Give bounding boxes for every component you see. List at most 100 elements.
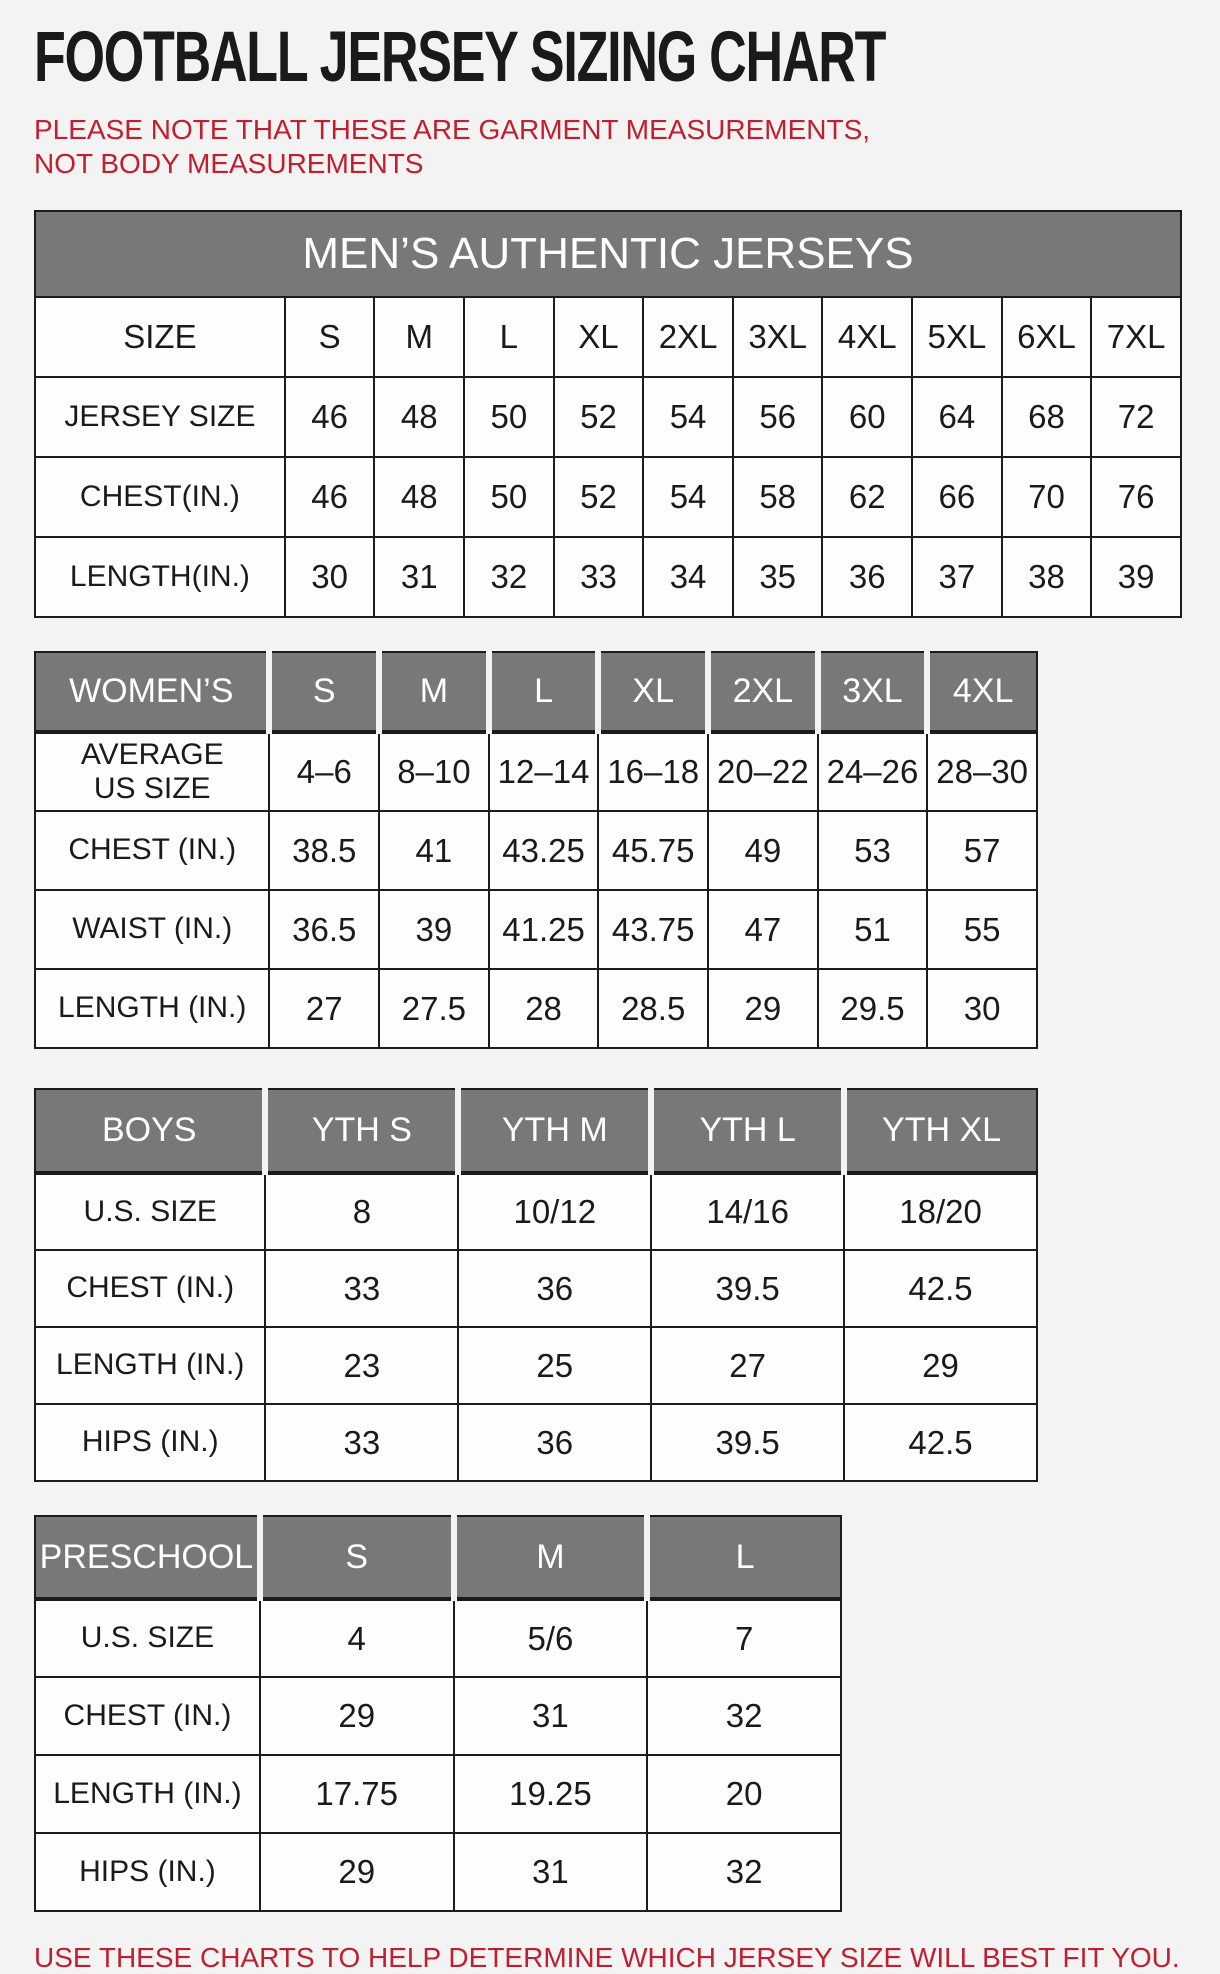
table-cell: 32 <box>646 1676 842 1757</box>
table-cell: 53 <box>816 810 929 892</box>
table-title: PRESCHOOL <box>34 1515 261 1602</box>
column-header: YTH L <box>648 1088 846 1176</box>
table-cell: 32 <box>463 536 555 619</box>
row-label: WAIST (IN.) <box>33 889 271 971</box>
table-cell: 35 <box>731 536 824 619</box>
column-header: S <box>266 651 381 735</box>
row-label: CHEST(IN.) <box>34 456 286 539</box>
column-header: 7XL <box>1090 296 1182 379</box>
column-header: YTH S <box>262 1088 460 1176</box>
table-cell: 12–14 <box>487 731 600 813</box>
table-cell: 46 <box>283 456 376 539</box>
row-label: AVERAGE US SIZE <box>33 731 271 813</box>
table-row: LENGTH(IN.) 30 31 32 33 34 35 36 37 38 39 <box>34 536 1182 619</box>
table-cell: 31 <box>452 1676 649 1757</box>
row-label: CHEST (IN.) <box>34 1676 261 1757</box>
table-cell: 39.5 <box>650 1403 846 1483</box>
column-header: 4XL <box>924 651 1038 735</box>
table-cell: 31 <box>452 1832 649 1913</box>
table-cell: 8 <box>264 1172 460 1252</box>
table-cell: 29 <box>843 1326 1038 1406</box>
column-header: YTH M <box>455 1088 653 1176</box>
table-cell: 25 <box>457 1326 653 1406</box>
row-label: CHEST (IN.) <box>33 1249 267 1329</box>
table-row: CHEST (IN.) 38.5 41 43.25 45.75 49 53 57 <box>33 810 1038 892</box>
table-cell: 28 <box>487 968 600 1050</box>
row-label: HIPS (IN.) <box>33 1403 267 1483</box>
table-row: AVERAGE US SIZE 4–6 8–10 12–14 16–18 20–22 24–… <box>33 731 1038 813</box>
table-cell: 33 <box>264 1403 460 1483</box>
table-row: LENGTH (IN.) 23 25 27 29 <box>33 1326 1038 1406</box>
table-cell: 27.5 <box>378 968 490 1050</box>
table-row: HIPS (IN.) 29 31 32 <box>34 1832 842 1913</box>
column-header: S <box>283 296 376 379</box>
table-cell: 45.75 <box>597 810 710 892</box>
table-cell: 56 <box>731 376 824 459</box>
row-label: LENGTH (IN.) <box>33 968 271 1050</box>
column-header: L <box>644 1515 842 1602</box>
table-cell: 30 <box>926 968 1038 1050</box>
table-cell: 39.5 <box>650 1249 846 1329</box>
table-cell: 36.5 <box>268 889 381 971</box>
table-cell: 41.25 <box>487 889 600 971</box>
table-cell: 16–18 <box>597 731 710 813</box>
column-header: 2XL <box>705 651 819 735</box>
table-cell: 18/20 <box>843 1172 1038 1252</box>
table-title: MEN’S AUTHENTIC JERSEYS <box>34 210 1182 299</box>
row-label: LENGTH (IN.) <box>34 1754 261 1835</box>
table-cell: 14/16 <box>650 1172 846 1252</box>
table-cell: 49 <box>707 810 819 892</box>
footer-note: USE THESE CHARTS TO HELP DETERMINE WHICH… <box>34 1942 1180 1974</box>
table-cell: 8–10 <box>378 731 490 813</box>
table-cell: 20–22 <box>707 731 819 813</box>
column-header: YTH XL <box>841 1088 1038 1176</box>
row-label: LENGTH (IN.) <box>33 1326 267 1406</box>
table-row: U.S. SIZE 8 10/12 14/16 18/20 <box>33 1172 1038 1252</box>
boys-sizing-table: BOYS YTH S YTH M YTH L YTH XL U.S. SIZE 8 10/12… <box>33 1088 1038 1483</box>
table-cell: 27 <box>650 1326 846 1406</box>
table-cell: 54 <box>642 376 734 459</box>
table-cell: 33 <box>264 1249 460 1329</box>
table-cell: 48 <box>373 456 466 539</box>
column-header: SIZE <box>34 296 286 379</box>
table-row: LENGTH (IN.) 17.75 19.25 20 <box>34 1754 842 1835</box>
table-cell: 66 <box>911 456 1003 539</box>
row-label: JERSEY SIZE <box>34 376 286 459</box>
table-row: LENGTH (IN.) 27 27.5 28 28.5 29 29.5 30 <box>33 968 1038 1050</box>
womens-sizing-table: WOMEN’S S M L XL 2XL 3XL 4XL AVERAGE US SIZE 4–6 8… <box>33 651 1038 1050</box>
column-header: XL <box>552 296 645 379</box>
table-cell: 29 <box>258 1676 455 1757</box>
table-cell: 55 <box>926 889 1038 971</box>
table-cell: 52 <box>552 376 645 459</box>
column-header: XL <box>595 651 710 735</box>
table-cell: 36 <box>457 1249 653 1329</box>
table-row: CHEST(IN.) 46 48 50 52 54 58 62 66 70 76 <box>34 456 1182 539</box>
table-cell: 30 <box>283 536 376 619</box>
table-cell: 29 <box>707 968 819 1050</box>
table-row: WAIST (IN.) 36.5 39 41.25 43.75 47 51 55 <box>33 889 1038 971</box>
column-header: M <box>373 296 466 379</box>
table-cell: 7 <box>646 1598 842 1679</box>
table-cell: 57 <box>926 810 1038 892</box>
row-label: LENGTH(IN.) <box>34 536 286 619</box>
table-cell: 50 <box>463 376 555 459</box>
column-header: 2XL <box>642 296 734 379</box>
table-cell: 60 <box>821 376 914 459</box>
column-header: M <box>450 1515 649 1602</box>
table-cell: 34 <box>642 536 734 619</box>
table-cell: 47 <box>707 889 819 971</box>
table-cell: 43.75 <box>597 889 710 971</box>
column-header: 3XL <box>814 651 929 735</box>
table-row: U.S. SIZE 4 5/6 7 <box>34 1598 842 1679</box>
table-cell: 70 <box>1000 456 1093 539</box>
table-cell: 39 <box>378 889 490 971</box>
table-cell: 23 <box>264 1326 460 1406</box>
table-cell: 17.75 <box>258 1754 455 1835</box>
table-cell: 38.5 <box>268 810 381 892</box>
table-cell: 58 <box>731 456 824 539</box>
table-cell: 31 <box>373 536 466 619</box>
row-label: U.S. SIZE <box>33 1172 267 1252</box>
table-title: BOYS <box>33 1088 267 1176</box>
table-cell: 28.5 <box>597 968 710 1050</box>
